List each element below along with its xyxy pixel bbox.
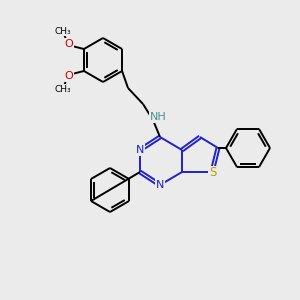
Text: S: S: [209, 167, 217, 179]
Text: CH₃: CH₃: [55, 85, 71, 94]
Text: O: O: [64, 71, 73, 81]
Text: O: O: [64, 39, 73, 49]
Text: N: N: [136, 145, 144, 155]
Text: CH₃: CH₃: [55, 26, 71, 35]
Text: N: N: [156, 180, 164, 190]
Text: NH: NH: [150, 112, 166, 122]
